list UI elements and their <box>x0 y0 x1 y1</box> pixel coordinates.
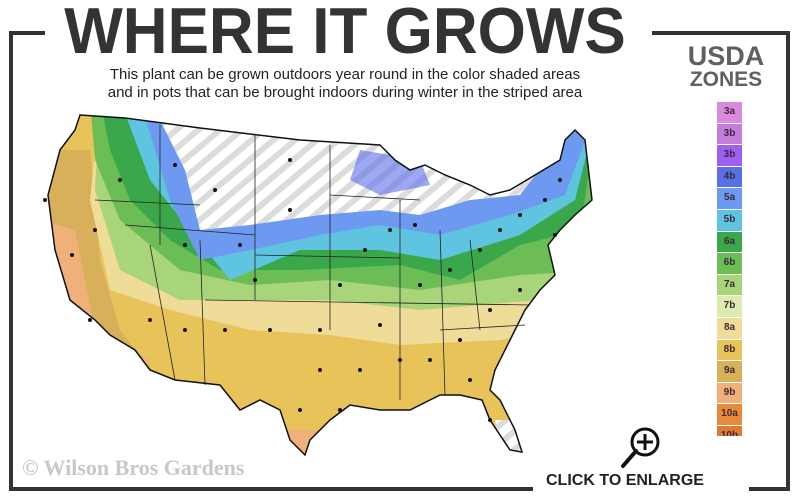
city-dot <box>298 408 302 412</box>
city-dot <box>428 358 432 362</box>
frame-top-right <box>652 31 790 35</box>
zoom-in-icon <box>621 427 660 468</box>
city-dot <box>43 198 47 202</box>
city-dot <box>378 323 382 327</box>
city-dot <box>518 288 522 292</box>
city-dot <box>213 188 217 192</box>
city-dot <box>468 378 472 382</box>
city-dot <box>88 318 92 322</box>
city-dot <box>173 163 177 167</box>
city-dot <box>413 223 417 227</box>
frame-top-left <box>9 31 45 35</box>
city-dot <box>183 243 187 247</box>
legend-zone-9b: 9b <box>717 382 742 404</box>
city-dot <box>318 368 322 372</box>
legend-zone-5a: 5a <box>717 188 742 209</box>
enlarge-label: CLICK TO ENLARGE <box>546 472 704 489</box>
subtitle-line-2: and in pots that can be brought indoors … <box>107 84 583 101</box>
city-dot <box>223 328 227 332</box>
frame-left <box>9 31 13 491</box>
legend-zone-10a: 10a <box>717 404 742 425</box>
city-dot <box>93 228 97 232</box>
city-dot <box>70 253 74 257</box>
legend-zone-7b: 7b <box>717 296 742 317</box>
subtitle-line-1: This plant can be grown outdoors year ro… <box>109 66 581 83</box>
city-dot <box>358 368 362 372</box>
legend-zone-8a: 8a <box>717 317 742 339</box>
city-dot <box>518 213 522 217</box>
legend-title-line-1: USDA <box>687 41 765 71</box>
city-dot <box>478 248 482 252</box>
city-dot <box>183 328 187 332</box>
city-dot <box>398 358 402 362</box>
frame-right <box>786 31 790 491</box>
legend-zone-3b: 3b <box>717 123 742 145</box>
legend-zone-8b: 8b <box>717 339 742 361</box>
city-dot <box>363 248 367 252</box>
city-dot <box>498 228 502 232</box>
click-to-enlarge-button[interactable]: CLICK TO ENLARGE <box>533 427 749 492</box>
city-dot <box>118 178 122 182</box>
city-dot <box>458 338 462 342</box>
zone-legend: 3a3b3b4b5a5b6a6b7a7b8a8b9a9b10a10b <box>717 102 742 448</box>
city-dot <box>558 178 562 182</box>
city-dot <box>488 418 492 422</box>
legend-zone-3a: 3a <box>717 102 742 123</box>
page-title: WHERE IT GROWS <box>64 0 626 68</box>
legend-title-line-2: ZONES <box>689 68 763 91</box>
city-dot <box>253 278 257 282</box>
legend-zone-9a: 9a <box>717 361 742 382</box>
legend-zone-5b: 5b <box>717 209 742 231</box>
city-dot <box>238 243 242 247</box>
legend-title: USDA ZONES <box>676 41 776 92</box>
city-dot <box>338 283 342 287</box>
city-dot <box>148 318 152 322</box>
city-dots <box>43 158 562 422</box>
city-dot <box>553 233 557 237</box>
frame-bottom <box>9 487 790 491</box>
city-dot <box>268 328 272 332</box>
legend-zone-7a: 7a <box>717 274 742 296</box>
city-dot <box>418 283 422 287</box>
city-dot <box>388 228 392 232</box>
city-dot <box>318 328 322 332</box>
legend-zone-3b: 3b <box>717 145 742 166</box>
city-dot <box>338 408 342 412</box>
state-borders <box>94 125 531 400</box>
legend-zone-6a: 6a <box>717 231 742 253</box>
city-dot <box>448 268 452 272</box>
watermark: © Wilson Bros Gardens <box>22 455 245 480</box>
city-dot <box>288 158 292 162</box>
city-dot <box>288 208 292 212</box>
city-dot <box>543 198 547 202</box>
legend-zone-6b: 6b <box>717 253 742 274</box>
city-dot <box>488 308 492 312</box>
legend-zone-4b: 4b <box>717 166 742 188</box>
